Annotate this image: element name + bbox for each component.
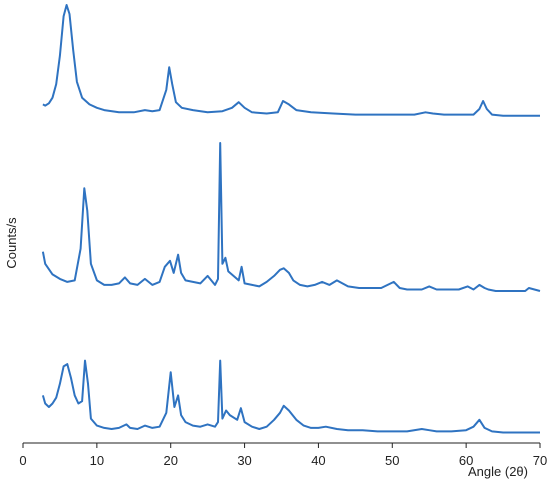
x-tick-label: 50 [385, 453, 399, 468]
pattern-trace-1 [42, 4, 540, 117]
x-tick-label: 60 [459, 453, 473, 468]
x-tick-label: 30 [237, 453, 251, 468]
x-tick-label: 10 [90, 453, 104, 468]
pattern-trace-3 [41, 359, 540, 434]
x-tick-label: 70 [533, 453, 547, 468]
x-axis-label: Angle (2θ) [468, 464, 528, 479]
x-tick-label: 0 [19, 453, 26, 468]
pattern-trace-2 [41, 142, 541, 292]
plot-area [41, 4, 541, 434]
x-tick-label: 40 [311, 453, 325, 468]
x-tick-label: 20 [163, 453, 177, 468]
y-axis-label: Counts/s [4, 217, 19, 269]
x-axis: 0 10 20 30 40 50 60 70 [19, 442, 547, 468]
